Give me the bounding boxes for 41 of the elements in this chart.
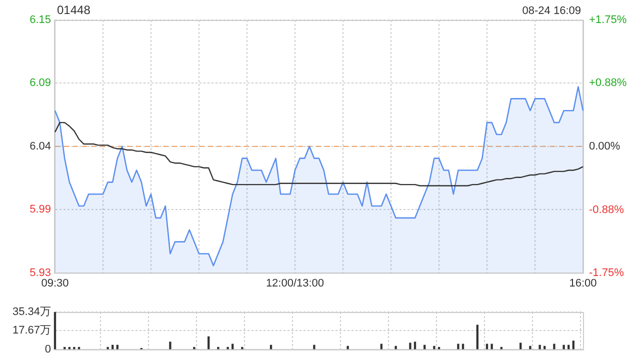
bar xyxy=(553,344,556,350)
bar xyxy=(572,340,574,350)
bar xyxy=(457,344,460,350)
x-tick-label: 09:30 xyxy=(41,277,69,290)
y-tick-label: 35.34万 xyxy=(12,306,51,318)
y2-tick-label: -0.88% xyxy=(589,204,624,216)
bar xyxy=(193,346,196,350)
chart-title: 01448 xyxy=(57,3,91,17)
bar xyxy=(241,346,244,350)
bar xyxy=(106,346,109,350)
bar xyxy=(433,346,436,350)
y-tick-label: 6.15 xyxy=(30,14,51,26)
bar xyxy=(226,346,229,350)
bar xyxy=(313,344,316,350)
bar xyxy=(538,344,541,350)
y-tick-label: 6.04 xyxy=(30,140,51,152)
bar xyxy=(476,324,478,350)
x-tick-label: 12:00/13:00 xyxy=(266,277,324,290)
y2-tick-label: +0.88% xyxy=(589,76,627,89)
y-tick-label: 5.99 xyxy=(30,204,51,216)
y-tick-label: 17.67万 xyxy=(12,324,51,337)
text: 08-24 16:09 xyxy=(522,5,581,17)
bar xyxy=(562,344,565,350)
bar xyxy=(394,346,397,350)
y-tick-label: 5.93 xyxy=(30,266,51,279)
bar xyxy=(346,346,349,350)
bar xyxy=(490,344,493,350)
bar xyxy=(409,342,412,350)
bar xyxy=(217,346,220,350)
bar xyxy=(529,346,532,350)
y2-tick-label: 0.00% xyxy=(589,140,620,152)
y2-tick-label: -1.75% xyxy=(589,266,624,279)
bar xyxy=(73,346,76,350)
x-tick-label: 16:00 xyxy=(569,277,597,290)
y-tick-label: 6.09 xyxy=(30,77,51,90)
bar xyxy=(208,336,210,350)
bar xyxy=(169,342,172,350)
bar xyxy=(414,342,416,350)
bar xyxy=(520,342,522,350)
y2-tick-label: +1.75% xyxy=(589,14,627,26)
y-tick-label: 0 xyxy=(44,343,51,356)
